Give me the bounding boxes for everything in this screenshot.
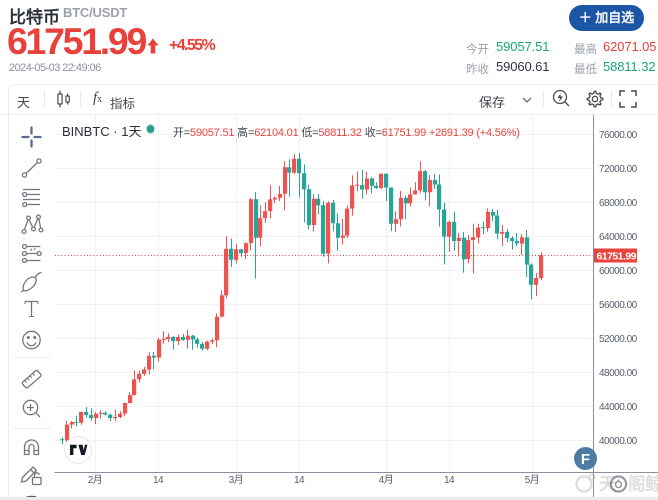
svg-text:48000.00: 48000.00 — [599, 368, 638, 379]
svg-text:14: 14 — [294, 475, 305, 486]
svg-text:61751.99: 61751.99 — [597, 251, 637, 263]
svg-text:52000.00: 52000.00 — [599, 334, 638, 345]
svg-text:44000.00: 44000.00 — [599, 402, 638, 413]
svg-text:64000.00: 64000.00 — [599, 232, 638, 243]
svg-text:鲸: 鲸 — [645, 474, 658, 494]
svg-text:14: 14 — [153, 475, 164, 486]
svg-text:68000.00: 68000.00 — [599, 198, 638, 209]
svg-text:14: 14 — [444, 475, 455, 486]
svg-text:72000.00: 72000.00 — [599, 164, 638, 175]
svg-text:阁: 阁 — [628, 474, 646, 494]
svg-text:3月: 3月 — [229, 474, 244, 486]
svg-text:4月: 4月 — [379, 474, 394, 486]
svg-text:5月: 5月 — [525, 474, 540, 486]
svg-text:F: F — [581, 451, 590, 468]
svg-text:56000.00: 56000.00 — [599, 300, 638, 311]
svg-text:2月: 2月 — [88, 474, 103, 486]
svg-text:76000.00: 76000.00 — [599, 130, 638, 141]
svg-text:60000.00: 60000.00 — [599, 266, 638, 277]
svg-text:40000.00: 40000.00 — [599, 436, 638, 447]
